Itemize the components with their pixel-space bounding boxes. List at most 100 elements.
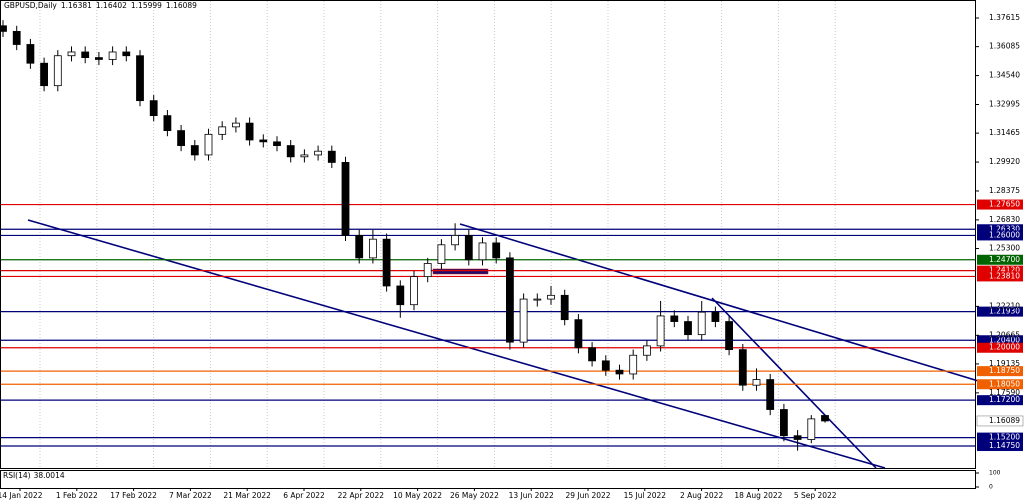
x-tick-label: 22 Apr 2022 [338,491,385,500]
rsi-tick-label: 100 [989,470,1001,477]
level-box [977,441,1023,452]
level-box [977,335,1023,346]
candle-body [464,235,473,261]
candle-body [67,51,76,57]
candle-body [615,369,624,375]
y-tick-label: 1.34540 [989,71,1020,80]
candle-body [725,321,733,351]
candle-body [218,126,227,135]
candle-body [560,294,569,321]
close: 1.16089 [166,1,197,10]
candle-body [752,379,761,386]
level-label: 1.14750 [989,441,1020,450]
y-tick-label: 1.26830 [989,215,1020,224]
y-tick-label: 1.22210 [989,301,1020,310]
level-box [977,271,1023,282]
level-box [977,342,1023,353]
level-label: 1.26330 [989,224,1020,233]
candle-body [766,379,775,410]
level-label: 1.20000 [989,343,1020,352]
x-tick-label: 10 May 2022 [393,491,442,500]
candle-body [437,244,446,264]
open: 1.16381 [61,1,92,10]
candle-body [327,150,336,163]
level-label: 1.18050 [989,379,1020,388]
level-box [977,224,1023,235]
x-tick-label: 26 May 2022 [450,491,499,500]
level-box [977,432,1023,443]
rsi-value: 38.0014 [34,471,65,480]
candle-body [355,235,364,259]
candle-body [286,145,295,158]
candle-body [396,285,405,306]
x-tick-label: 18 Aug 2022 [734,491,782,500]
candle-body [410,276,418,306]
x-tick-label: 7 Mar 2022 [169,491,212,500]
y-tick-label: 1.19135 [989,359,1020,368]
level-box [977,379,1023,390]
level-label: 1.20400 [989,335,1020,344]
candle-body [368,238,377,259]
candle-body [588,347,596,362]
candle-body [574,319,583,349]
x-tick-label: 6 Apr 2022 [283,491,325,500]
header: GBPUSD,Daily 1.16381 1.16402 1.15999 1.16089 [4,1,197,10]
x-tick-label: 14 Jan 2022 [0,491,43,500]
level-label: 1.23810 [989,271,1020,280]
level-label: 1.26000 [989,230,1020,239]
x-tick-label: 1 Feb 2022 [56,491,98,500]
trendline [459,223,986,384]
zone-rectangle [432,268,489,275]
candle-body [643,345,651,356]
low: 1.15999 [131,1,162,10]
candle-body [492,242,501,259]
candle-body [314,150,323,156]
trendline [27,219,886,469]
candle-body [670,315,679,322]
candle-body [81,51,90,58]
candle-body [780,409,788,437]
rsi-label: RSI(14) 38.0014 [3,471,65,480]
candle-body [231,122,240,128]
candle-body [26,44,35,64]
candle-body [245,122,254,141]
candle-body [190,145,199,156]
candle-body [547,294,555,300]
candle-body [697,311,706,336]
candle-body [423,263,432,278]
axis: 14 Jan 2022 1 Feb 2022 17 Feb 2022 7 Mar 20… [0,13,1024,500]
y-tick-label: 1.36085 [989,42,1020,51]
level-label: 1.24700 [989,255,1020,264]
candle-body [601,360,610,371]
level-box [977,199,1023,210]
main-window [0,0,976,469]
candle-body [12,30,21,45]
symbol: GBPUSD,Daily [4,1,57,10]
candle-body [793,435,802,440]
y-tick-label: 1.28375 [989,186,1020,195]
candle-body [382,238,391,287]
level-box [977,306,1023,317]
y-tick-label: 1.25300 [989,244,1020,253]
y-tick-label: 1.17590 [989,388,1020,397]
candle-body [629,354,638,375]
level-label: 1.21930 [989,307,1020,316]
x-tick-label: 17 Feb 2022 [110,491,157,500]
y-tick-label: 1.31465 [989,128,1020,137]
trendline [711,297,877,469]
candle-body [738,349,747,386]
level-label: 1.18750 [989,366,1020,375]
x-tick-label: 29 Jun 2022 [565,491,610,500]
y-tick-label: 1.29920 [989,157,1020,166]
candle-body [0,25,7,32]
level-label: 1.17200 [989,395,1020,404]
level-box [977,366,1023,377]
candle-body [122,51,131,57]
high: 1.16402 [96,1,127,10]
candle-body [204,133,213,156]
candle-body [177,130,186,146]
candle-body [300,154,309,158]
candle-body [259,139,268,143]
candle-body [478,242,487,261]
rsi-window [0,470,976,489]
